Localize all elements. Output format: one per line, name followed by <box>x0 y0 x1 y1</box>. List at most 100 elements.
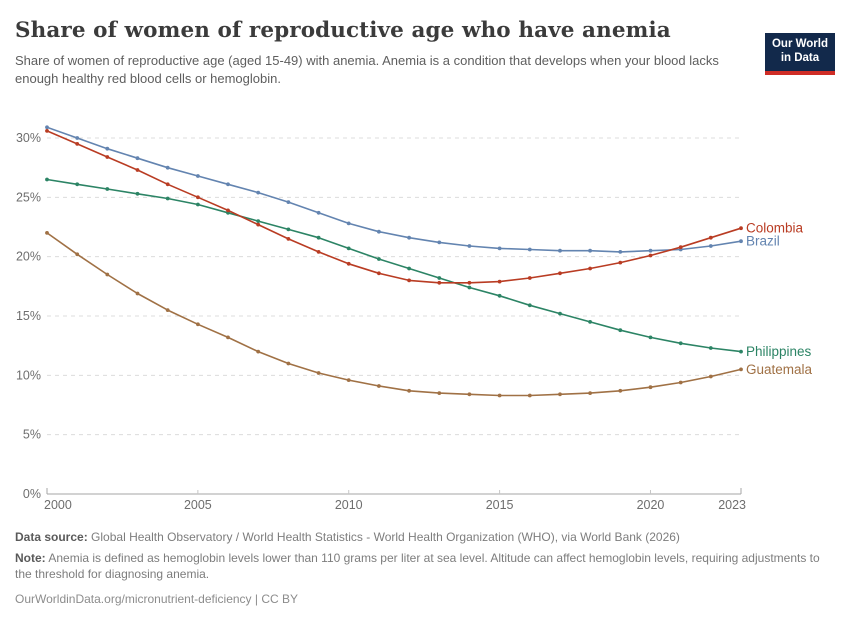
data-source-text: Global Health Observatory / World Health… <box>91 530 680 544</box>
data-point-colombia <box>105 155 110 159</box>
series-label-philippines: Philippines <box>746 344 812 359</box>
data-point-guatemala <box>708 374 713 379</box>
data-point-brazil <box>648 248 653 253</box>
chart-header: Share of women of reproductive age who h… <box>0 18 850 88</box>
y-axis-tick-label: 25% <box>16 190 41 204</box>
data-point-philippines <box>135 191 140 196</box>
chart-subtitle: Share of women of reproductive age (aged… <box>15 53 719 87</box>
data-point-brazil <box>226 182 230 187</box>
data-point-colombia <box>45 129 49 133</box>
data-point-philippines <box>588 320 592 324</box>
data-point-brazil <box>497 246 502 251</box>
anemia-line-chart: 0% 5% 10% 15% 20% 25% 30% 2000 2005 2010 2015 2020 2… <box>16 125 813 512</box>
data-point-philippines <box>708 346 713 350</box>
data-point-guatemala <box>346 378 351 382</box>
logo-line1: Our World <box>771 38 828 50</box>
x-axis-tick-label: 2005 <box>184 498 212 512</box>
data-point-guatemala <box>588 391 592 395</box>
data-point-brazil <box>618 250 623 254</box>
y-axis-tick-label: 30% <box>16 131 41 145</box>
data-point-colombia <box>226 208 230 213</box>
data-point-colombia <box>527 276 532 280</box>
data-point-brazil <box>377 229 381 234</box>
data-point-colombia <box>739 226 743 231</box>
x-axis-tick-label: 2010 <box>335 498 363 512</box>
chart-footer: Data source: Global Health Observatory /… <box>15 530 835 608</box>
data-point-brazil <box>45 125 49 130</box>
data-point-guatemala <box>377 384 381 388</box>
line-brazil <box>46 126 742 253</box>
data-point-brazil <box>196 174 200 178</box>
data-point-philippines <box>45 177 49 182</box>
data-point-guatemala <box>407 388 411 393</box>
owid-chart-export: Share of women of reproductive age who h… <box>0 18 850 618</box>
data-point-philippines <box>527 303 532 308</box>
data-point-colombia <box>316 250 321 254</box>
data-point-guatemala <box>618 388 623 393</box>
data-point-colombia <box>497 279 502 284</box>
data-point-brazil <box>75 136 80 140</box>
data-point-guatemala <box>467 392 472 397</box>
data-point-philippines <box>196 202 200 207</box>
note-label: Note: <box>15 550 46 565</box>
page-title: Share of women of reproductive age who h… <box>15 18 671 43</box>
data-point-colombia <box>196 195 200 200</box>
logo-line2: in Data <box>780 51 820 64</box>
data-point-brazil <box>105 146 110 151</box>
data-point-brazil <box>135 156 140 161</box>
data-point-brazil <box>407 235 411 240</box>
data-point-philippines <box>75 182 80 187</box>
data-point-philippines <box>648 335 653 340</box>
data-point-philippines <box>165 196 170 201</box>
data-point-philippines <box>467 285 472 290</box>
x-axis-tick-label: 2015 <box>486 498 514 512</box>
data-point-colombia <box>648 253 653 258</box>
data-source-line: Data source: Global Health Observatory /… <box>15 530 835 546</box>
data-point-brazil <box>256 190 261 195</box>
x-axis-tick-label: 2000 <box>44 498 72 512</box>
citation-license: CC BY <box>261 591 299 606</box>
data-point-brazil <box>708 244 713 248</box>
data-point-colombia <box>407 278 411 283</box>
data-point-guatemala <box>527 393 532 398</box>
y-axis-tick-label: 0% <box>23 487 41 501</box>
data-point-guatemala <box>75 252 80 257</box>
line-guatemala <box>46 232 742 397</box>
data-point-brazil <box>165 165 170 170</box>
data-point-brazil <box>527 247 532 252</box>
data-point-colombia <box>467 280 472 285</box>
data-point-brazil <box>588 248 592 253</box>
data-point-brazil <box>316 210 321 215</box>
data-point-guatemala <box>165 308 170 312</box>
data-point-philippines <box>437 276 442 280</box>
citation-divider: | <box>254 591 259 606</box>
y-axis-tick-label: 10% <box>16 368 41 382</box>
data-point-brazil <box>558 248 562 253</box>
owid-logo: Our World in Data <box>764 33 835 75</box>
data-point-philippines <box>346 246 351 251</box>
data-point-brazil <box>739 239 743 244</box>
data-point-guatemala <box>648 385 653 390</box>
data-point-guatemala <box>316 371 321 375</box>
data-point-brazil <box>286 200 291 204</box>
data-point-brazil <box>437 240 442 245</box>
data-point-colombia <box>437 280 442 285</box>
data-point-philippines <box>256 219 261 223</box>
data-point-guatemala <box>226 335 230 340</box>
data-point-philippines <box>286 227 291 232</box>
data-point-philippines <box>678 341 683 346</box>
data-point-brazil <box>467 244 472 248</box>
y-axis-tick-label: 20% <box>16 250 41 264</box>
data-point-colombia <box>708 235 713 240</box>
data-point-philippines <box>497 293 502 298</box>
series-label-brazil: Brazil <box>746 234 780 249</box>
data-point-guatemala <box>497 393 502 398</box>
data-point-colombia <box>346 261 351 266</box>
data-point-guatemala <box>196 322 200 327</box>
line-philippines <box>46 178 742 353</box>
data-point-guatemala <box>45 231 49 235</box>
data-point-guatemala <box>105 272 110 277</box>
line-colombia <box>46 130 742 284</box>
x-axis-tick-label: 2020 <box>637 498 665 512</box>
data-point-philippines <box>618 328 623 333</box>
